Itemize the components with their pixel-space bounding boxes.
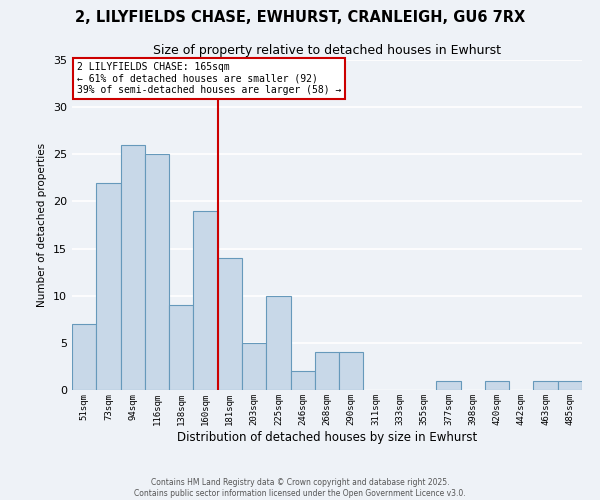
Bar (72, 324, 96, 390)
Bar (266, 296, 290, 390)
Bar (558, 380, 582, 390)
Text: 2, LILYFIELDS CHASE, EWHURST, CRANLEIGH, GU6 7RX: 2, LILYFIELDS CHASE, EWHURST, CRANLEIGH,… (75, 10, 525, 25)
Bar (242, 343, 266, 390)
Bar (339, 352, 364, 390)
Bar (218, 258, 242, 390)
Text: 2 LILYFIELDS CHASE: 165sqm
← 61% of detached houses are smaller (92)
39% of semi: 2 LILYFIELDS CHASE: 165sqm ← 61% of deta… (77, 62, 341, 95)
Bar (315, 352, 339, 390)
Title: Size of property relative to detached houses in Ewhurst: Size of property relative to detached ho… (153, 44, 501, 58)
Bar (145, 154, 169, 390)
Bar (193, 211, 218, 390)
Text: Contains HM Land Registry data © Crown copyright and database right 2025.
Contai: Contains HM Land Registry data © Crown c… (134, 478, 466, 498)
Bar (533, 380, 558, 390)
Bar (169, 305, 193, 390)
Bar (96, 182, 121, 390)
Bar (121, 145, 145, 390)
Bar (485, 380, 509, 390)
Bar (290, 371, 315, 390)
Bar (436, 380, 461, 390)
Y-axis label: Number of detached properties: Number of detached properties (37, 143, 47, 307)
X-axis label: Distribution of detached houses by size in Ewhurst: Distribution of detached houses by size … (177, 430, 477, 444)
